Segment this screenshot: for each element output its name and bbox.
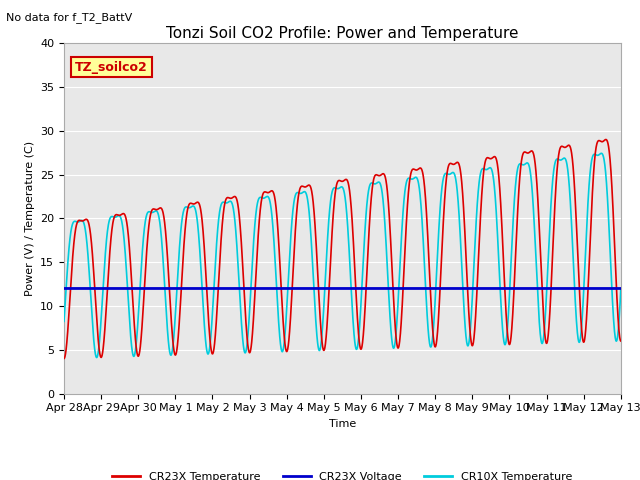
Title: Tonzi Soil CO2 Profile: Power and Temperature: Tonzi Soil CO2 Profile: Power and Temper…	[166, 25, 518, 41]
Text: TZ_soilco2: TZ_soilco2	[75, 61, 148, 74]
Legend: CR23X Temperature, CR23X Voltage, CR10X Temperature: CR23X Temperature, CR23X Voltage, CR10X …	[108, 467, 577, 480]
Y-axis label: Power (V) / Temperature (C): Power (V) / Temperature (C)	[24, 141, 35, 296]
X-axis label: Time: Time	[329, 419, 356, 429]
Text: No data for f_T2_BattV: No data for f_T2_BattV	[6, 12, 132, 23]
